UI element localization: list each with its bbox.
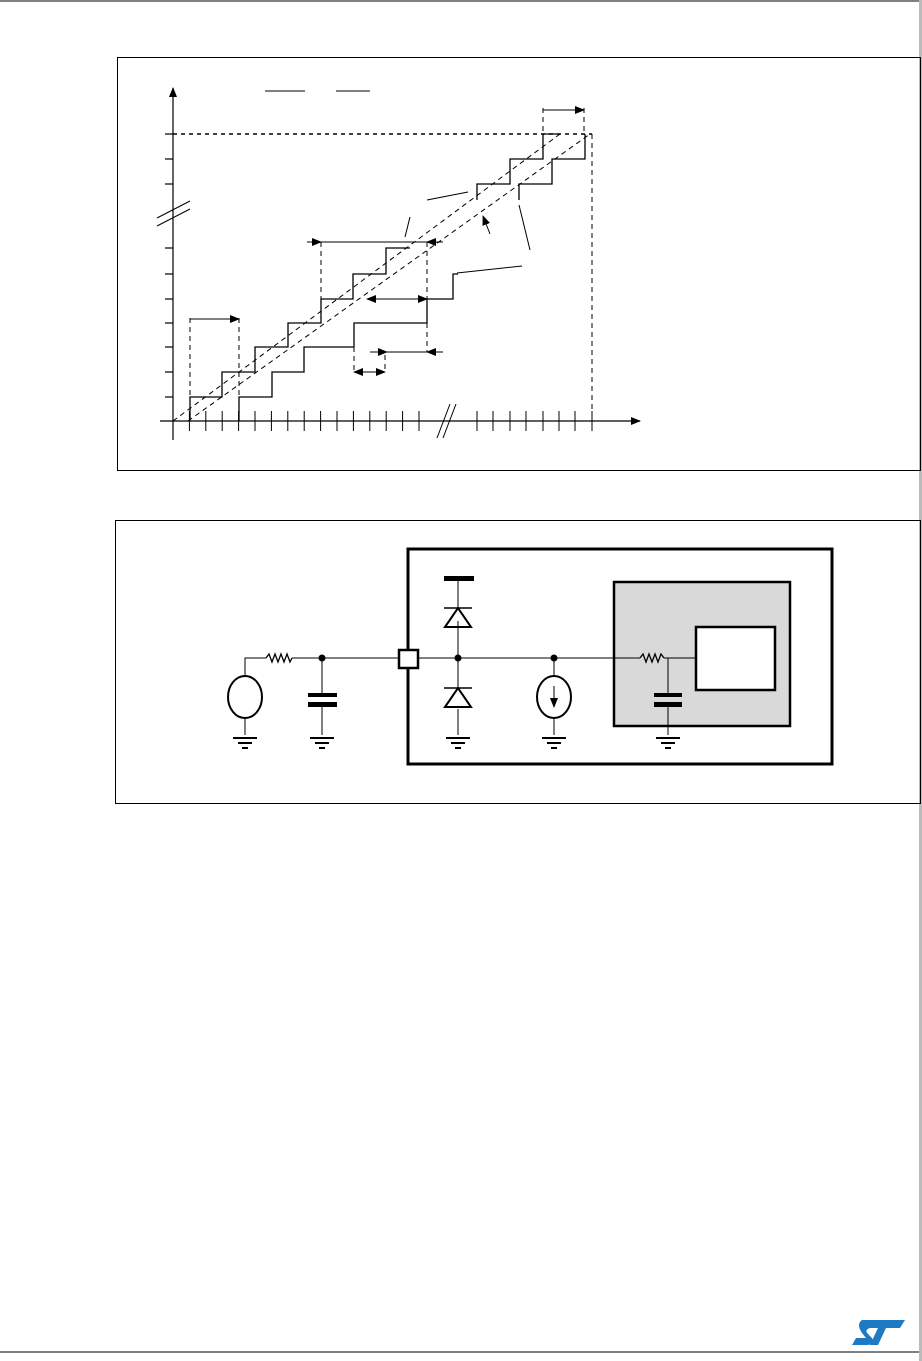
supply-rail	[444, 576, 474, 581]
actual-line	[187, 133, 591, 422]
axis-break-x	[436, 403, 457, 439]
figure-frame	[117, 57, 921, 471]
capacitor-icon	[654, 693, 682, 697]
ideal-staircase	[189, 247, 410, 421]
resistor-icon	[265, 652, 293, 664]
resistor-icon	[639, 652, 665, 664]
ideal-line	[172, 133, 561, 422]
equivalent-circuit	[115, 520, 921, 804]
diode-icon	[443, 686, 473, 708]
capacitor-icon	[308, 693, 337, 697]
axis-break-y	[156, 200, 191, 227]
voltage-source-icon	[227, 675, 263, 719]
ideal-staircase-top	[476, 133, 558, 200]
figure-frame	[115, 520, 921, 804]
current-source-icon	[536, 675, 572, 719]
diode-icon	[443, 606, 473, 628]
actual-staircase-top	[518, 134, 586, 200]
actual-staircase	[238, 273, 458, 421]
y-ticks	[165, 133, 173, 398]
input-pad	[397, 648, 420, 670]
ground-icons	[233, 737, 680, 749]
st-logo-icon	[852, 1320, 905, 1345]
sample-hold-block	[694, 625, 777, 692]
adc-transfer-diagram	[117, 57, 921, 471]
x-ticks	[188, 411, 593, 431]
